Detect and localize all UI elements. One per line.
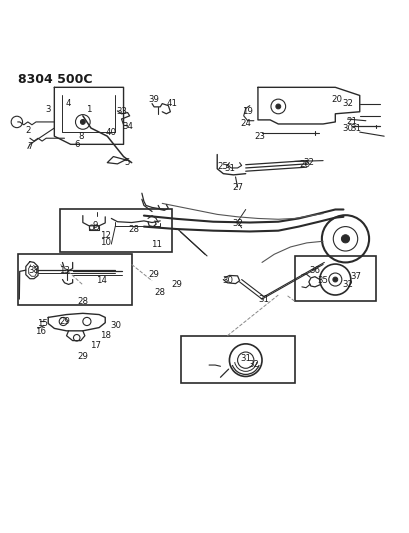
Text: 2: 2 [25,126,31,134]
Text: 13: 13 [59,266,70,275]
Text: 29: 29 [59,317,70,326]
Text: 17: 17 [89,342,100,350]
Text: 32: 32 [248,360,259,369]
Text: 36: 36 [309,266,320,275]
Circle shape [332,277,337,282]
Text: 21: 21 [345,117,356,126]
Text: 30: 30 [110,321,121,330]
Text: 29: 29 [171,280,182,289]
Text: 26: 26 [299,160,310,169]
Text: 32: 32 [231,219,243,228]
Bar [180,336,294,383]
Text: 19: 19 [242,107,253,116]
Text: 33: 33 [116,107,127,116]
Text: 15: 15 [36,319,47,328]
Text: 10: 10 [99,238,110,247]
Text: 18: 18 [99,331,110,340]
Text: 8: 8 [78,132,83,141]
Text: 28: 28 [77,296,88,305]
Text: 32: 32 [341,280,352,289]
Text: 31: 31 [258,295,269,304]
Circle shape [80,119,85,124]
Text: 11: 11 [150,240,161,248]
Circle shape [275,104,280,109]
Text: 35: 35 [317,276,328,285]
Text: 7: 7 [27,142,33,151]
Text: 6: 6 [74,140,79,149]
Text: 39: 39 [148,95,159,104]
Text: 31: 31 [223,164,234,173]
Text: 5: 5 [125,158,130,167]
Text: 8304 500C: 8304 500C [18,73,92,86]
Text: 31: 31 [240,353,251,362]
Text: 34: 34 [122,122,133,131]
Text: 24: 24 [240,119,251,128]
Text: 4: 4 [66,99,71,108]
Text: 28: 28 [154,288,165,297]
Text: 20: 20 [331,95,342,104]
Text: 25: 25 [217,162,228,171]
Text: 1: 1 [86,105,92,114]
Text: 31: 31 [349,124,360,133]
Bar [18,254,131,305]
Text: 29: 29 [148,270,159,279]
Text: 32: 32 [303,158,314,167]
Text: 9: 9 [92,221,97,230]
Text: 41: 41 [166,99,178,108]
Text: 28: 28 [128,225,139,235]
Text: 12: 12 [99,231,110,240]
Text: 27: 27 [231,183,243,191]
Circle shape [341,235,349,243]
Text: 14: 14 [95,276,106,285]
Bar [294,256,375,301]
Text: 30: 30 [221,276,232,285]
Text: 38: 38 [28,266,39,275]
Text: 37: 37 [349,272,360,281]
Bar [60,209,172,252]
Text: 23: 23 [254,132,265,141]
Text: 3: 3 [45,105,51,114]
Text: 30: 30 [341,124,352,133]
Text: 32: 32 [341,99,352,108]
Text: 40: 40 [106,127,117,136]
Text: 29: 29 [77,352,88,361]
Text: 16: 16 [34,327,45,336]
